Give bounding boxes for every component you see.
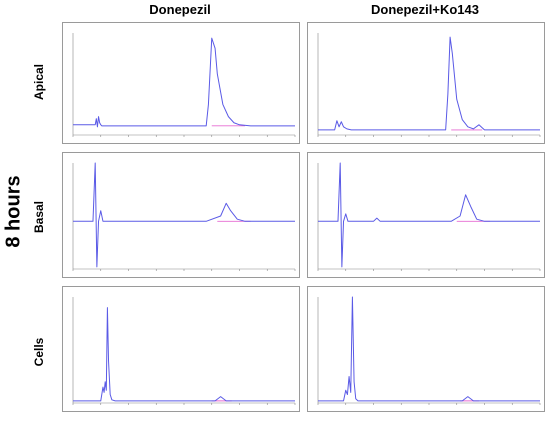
chromatogram-trace [318,36,540,131]
panel-cells-donepezil [62,286,300,412]
chromatogram-apical-ko143 [317,33,541,137]
column-title-donepezil-ko143: Donepezil+Ko143 [370,2,479,17]
axis-frame [317,33,540,136]
chromatogram-trace [73,162,295,268]
panel-basal-donepezil [62,152,300,278]
chromatogram-basal-donepezil [72,162,296,271]
row-title-basal: Basal [32,200,46,234]
panel-basal-ko143 [307,152,545,278]
chromatogram-trace [73,37,295,128]
row-title-cells: Cells [32,337,46,367]
chromatogram-basal-ko143 [317,162,541,271]
axis-frame [72,33,295,136]
row-title-apical: Apical [32,64,46,101]
chromatogram-trace [318,296,540,402]
panel-cells-ko143 [307,286,545,412]
chromatogram-apical-donepezil [72,33,296,137]
panel-apical-ko143 [307,22,545,144]
chromatogram-cells-ko143 [317,296,541,405]
chromatogram-cells-donepezil [72,297,296,405]
time-label: 8 hours [2,175,25,248]
axis-frame [317,163,540,270]
panel-apical-donepezil [62,22,300,144]
axis-frame [72,163,295,270]
chromatogram-trace [73,307,295,402]
column-title-donepezil: Donepezil [149,2,211,17]
chromatogram-trace [318,162,540,268]
